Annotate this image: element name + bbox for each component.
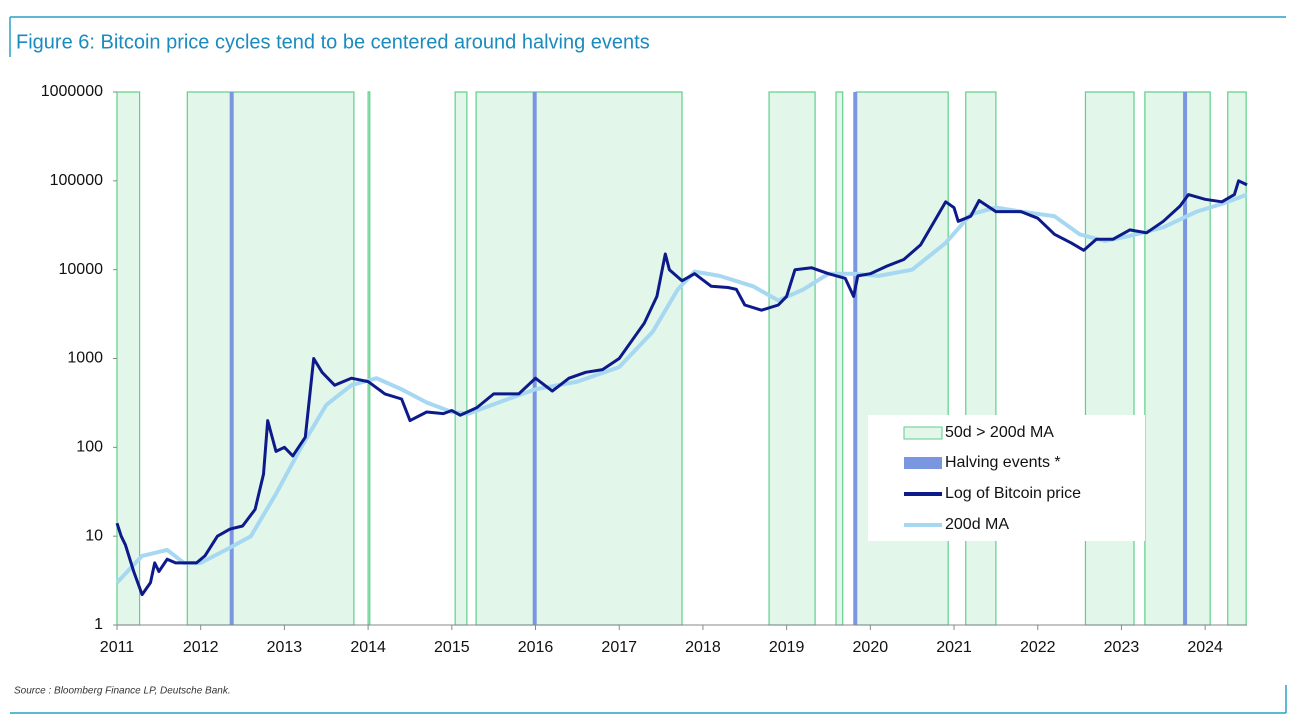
x-tick-label: 2024 bbox=[1187, 639, 1223, 656]
x-tick-label: 2019 bbox=[769, 639, 805, 656]
legend-swatch bbox=[904, 457, 942, 469]
series-line bbox=[115, 179, 1248, 597]
x-tick-label: 2013 bbox=[267, 639, 303, 656]
x-tick-label: 2014 bbox=[350, 639, 386, 656]
x-tick-label: 2011 bbox=[100, 639, 135, 656]
series-line bbox=[115, 192, 1248, 584]
y-tick-label: 100 bbox=[76, 439, 103, 456]
legend-label: Log of Bitcoin price bbox=[945, 485, 1081, 502]
y-tick-label: 10000 bbox=[59, 261, 104, 278]
shaded-span bbox=[454, 91, 468, 626]
legend-label: Halving events * bbox=[945, 454, 1061, 471]
y-tick-label: 100000 bbox=[50, 172, 103, 189]
chart-title: Figure 6: Bitcoin price cycles tend to b… bbox=[16, 31, 650, 53]
y-tick-label: 10 bbox=[85, 527, 103, 544]
shaded-span bbox=[965, 91, 997, 626]
shaded-span bbox=[835, 91, 844, 626]
x-tick-label: 2015 bbox=[434, 639, 470, 656]
shaded-span bbox=[186, 91, 355, 626]
shaded-span bbox=[1144, 91, 1211, 626]
source-note: Source : Bloomberg Finance LP, Deutsche … bbox=[14, 686, 231, 697]
shaded-span bbox=[1084, 91, 1135, 626]
x-tick-label: 2023 bbox=[1104, 639, 1140, 656]
shaded-span bbox=[855, 91, 949, 626]
shaded-span bbox=[367, 91, 371, 626]
legend-swatch bbox=[903, 426, 943, 440]
x-tick-label: 2016 bbox=[518, 639, 554, 656]
x-tick-label: 2017 bbox=[601, 639, 637, 656]
x-tick-label: 2012 bbox=[183, 639, 219, 656]
shaded-span bbox=[475, 91, 683, 626]
shaded-span bbox=[116, 91, 141, 626]
shaded-span bbox=[768, 91, 816, 626]
legend-label: 200d MA bbox=[945, 516, 1009, 533]
x-tick-label: 2018 bbox=[685, 639, 721, 656]
y-tick-label: 1000000 bbox=[41, 83, 103, 100]
legend-label: 50d > 200d MA bbox=[945, 424, 1054, 441]
x-tick-label: 2020 bbox=[853, 639, 889, 656]
y-tick-label: 1 bbox=[94, 616, 103, 633]
y-tick-label: 1000 bbox=[67, 350, 103, 367]
x-tick-label: 2022 bbox=[1020, 639, 1056, 656]
x-tick-label: 2021 bbox=[936, 639, 972, 656]
shaded-span bbox=[1227, 91, 1247, 626]
